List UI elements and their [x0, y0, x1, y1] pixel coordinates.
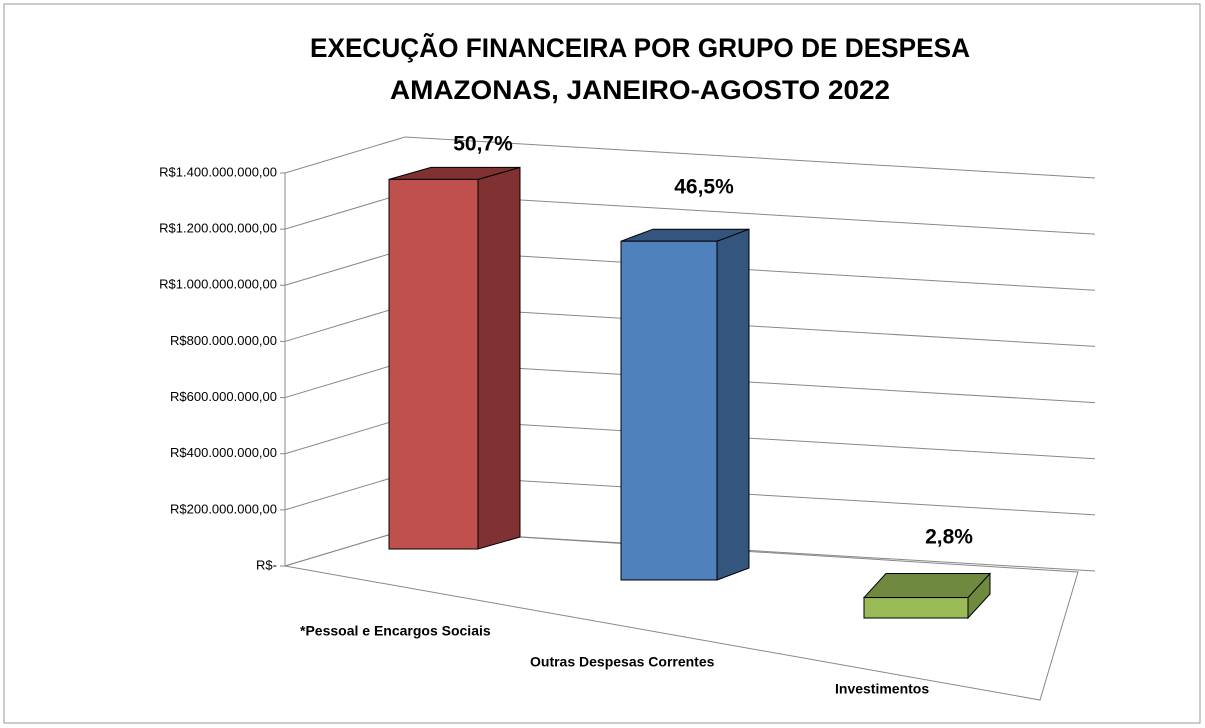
grid-line	[284, 136, 1096, 179]
chart-border	[3, 3, 1201, 724]
chart-subtitle: AMAZONAS, JANEIRO-AGOSTO 2022	[390, 75, 890, 105]
y-tick-label: R$600.000.000,00	[170, 389, 277, 404]
bar	[620, 240, 718, 581]
data-label: 46,5%	[674, 176, 734, 199]
bar-side	[716, 228, 750, 581]
x-tick-label: Outras Despesas Correntes	[530, 654, 715, 670]
x-tick-label: Investimentos	[835, 681, 929, 697]
y-tick-label: R$1.400.000.000,00	[159, 164, 277, 179]
y-tick-label: R$-	[256, 557, 277, 572]
y-tick-label: R$1.200.000.000,00	[159, 221, 277, 236]
y-tick-label: R$800.000.000,00	[170, 333, 277, 348]
y-tick-label: R$200.000.000,00	[170, 501, 277, 516]
bar	[388, 178, 479, 550]
y-tick-label: R$1.000.000.000,00	[159, 277, 277, 292]
x-tick-label: *Pessoal e Encargos Sociais	[300, 623, 491, 639]
bar-top	[862, 573, 992, 599]
data-label: 50,7%	[453, 133, 513, 156]
data-label: 2,8%	[925, 526, 973, 549]
chart-title: EXECUÇÃO FINANCEIRA POR GRUPO DE DESPESA	[310, 32, 970, 63]
bar-side	[477, 166, 521, 550]
bar	[863, 597, 969, 619]
y-tick-label: R$400.000.000,00	[170, 445, 277, 460]
